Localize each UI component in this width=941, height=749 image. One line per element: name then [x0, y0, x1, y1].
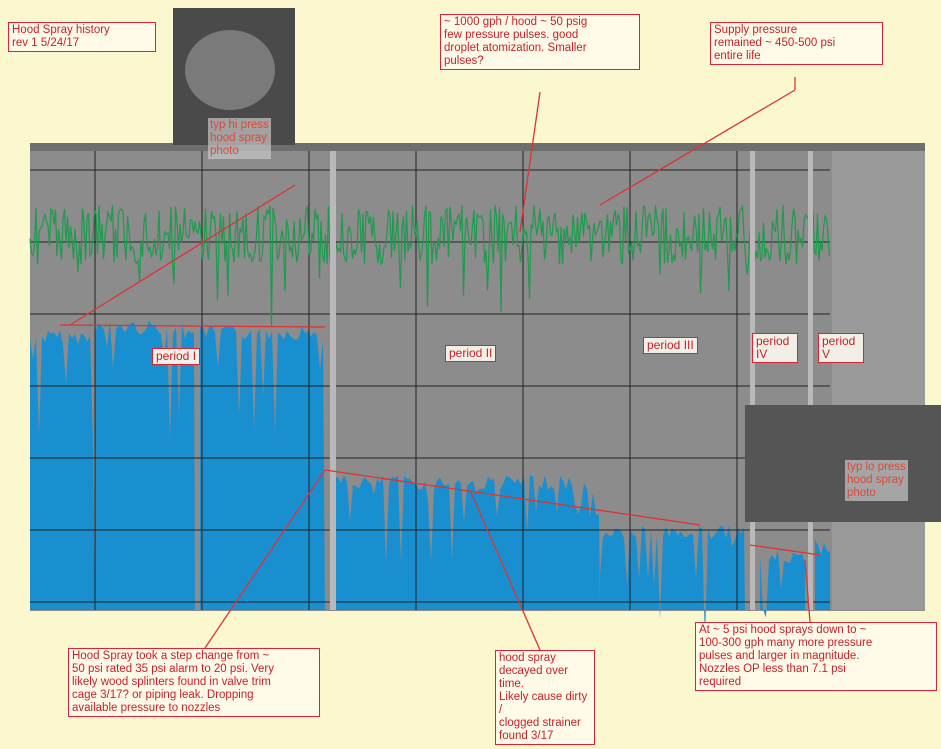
arrows [59, 77, 821, 651]
period-label: period IV [752, 333, 798, 363]
green-trace [29, 204, 831, 327]
photo-spray [185, 30, 275, 110]
note: ~ 1000 gph / hood ~ 50 psig few pressure… [440, 14, 640, 70]
period-label: period I [152, 348, 201, 365]
photo-lo [745, 405, 941, 522]
side-panel [832, 151, 925, 610]
note: Hood Spray took a step change from ~ 50 … [68, 648, 320, 717]
period-label: period III [643, 337, 698, 354]
period-label: period II [445, 345, 497, 362]
blue-trace [760, 550, 805, 618]
divider [808, 151, 813, 610]
trend-traces [29, 151, 925, 643]
period-label: period V [818, 333, 864, 363]
photo-label: typ lo press hood spray photo [845, 460, 908, 501]
blue-trace [200, 325, 325, 610]
note: Supply pressure remained ~ 450-500 psi e… [710, 22, 883, 65]
divider [750, 151, 755, 610]
note: hood spray decayed over time. Likely cau… [495, 650, 595, 745]
blue-trace [815, 540, 830, 610]
blue-trace [30, 330, 95, 610]
blue-trace [600, 525, 745, 643]
blue-trace [95, 320, 195, 610]
blue-trace [335, 475, 600, 610]
note: At ~ 5 psi hood sprays down to ~ 100-300… [695, 622, 937, 691]
photo-label: typ hi press hood spray photo [208, 118, 271, 159]
divider [330, 151, 336, 610]
title: Hood Spray history rev 1 5/24/17 [8, 22, 156, 52]
trend-toolbar [30, 143, 925, 151]
